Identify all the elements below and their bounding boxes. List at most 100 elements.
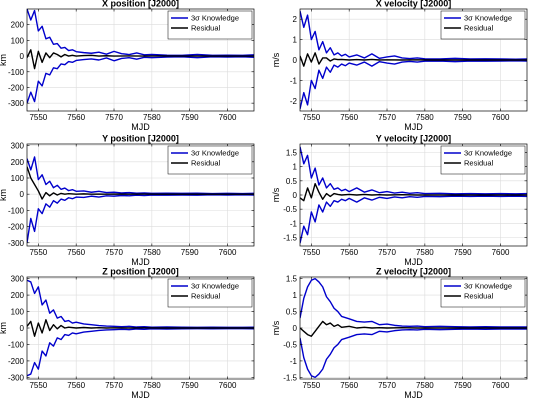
y-tick-label: -1.5 xyxy=(283,373,297,382)
y-tick-label: 100 xyxy=(11,174,25,183)
y-tick-label: 0.5 xyxy=(286,308,298,317)
x-tick-label: 7570 xyxy=(378,381,396,390)
x-tick-label: 7580 xyxy=(143,248,161,257)
y-tick-label: -300 xyxy=(8,373,25,382)
y-tick-label: -1 xyxy=(290,357,298,366)
x-axis-label: MJD xyxy=(131,122,150,132)
x-tick-label: 7550 xyxy=(302,113,320,122)
x-tick-label: 7560 xyxy=(340,248,358,257)
x-tick-label: 7550 xyxy=(29,248,47,257)
x-tick-label: 7570 xyxy=(105,248,123,257)
series-3-knowledge xyxy=(300,146,527,195)
x-tick-label: 7580 xyxy=(416,381,434,390)
x-axis-label: MJD xyxy=(131,257,150,267)
subplot-4: 7550 7560 7570 7580 7590 7600 -300 -200 -100 0 100… xyxy=(0,267,255,400)
series-group xyxy=(300,277,527,379)
series-group xyxy=(300,146,527,244)
legend-label: Residual xyxy=(464,292,494,301)
x-tick-label: 7590 xyxy=(181,248,199,257)
x-axis-label: MJD xyxy=(404,390,423,400)
series-residual xyxy=(27,319,254,337)
legend-box xyxy=(440,278,526,308)
legend-label: 3σ Knowledge xyxy=(464,149,512,158)
x-tick-label: 7560 xyxy=(67,248,85,257)
x-tick-label: 7560 xyxy=(340,381,358,390)
y-tick-label: 0 xyxy=(20,324,25,333)
chart-title: Y velocity [J2000] xyxy=(376,134,451,144)
subplot-2: 7550 7560 7570 7580 7590 7600 -300 -200 -100 0 100… xyxy=(0,134,255,267)
x-axis-label: MJD xyxy=(404,257,423,267)
x-tick-label: 7590 xyxy=(454,113,472,122)
series-residual xyxy=(27,49,254,70)
x-tick-label: 7570 xyxy=(105,113,123,122)
series-residual xyxy=(300,182,527,202)
x-tick-label: 7590 xyxy=(454,381,472,390)
x-tick-label: 7580 xyxy=(143,381,161,390)
y-tick-label: -100 xyxy=(8,68,25,77)
y-axis-label: m/s xyxy=(271,52,281,67)
y-tick-label: 300 xyxy=(11,275,25,284)
y-tick-label: 200 xyxy=(11,21,25,30)
x-tick-label: 7560 xyxy=(67,113,85,122)
subplot-3: 7550 7560 7570 7580 7590 7600 -1.5 -1 -0.5 0 0.5 1 1… xyxy=(271,134,528,267)
y-tick-label: 100 xyxy=(11,308,25,317)
legend-box xyxy=(440,145,526,175)
x-tick-label: 7600 xyxy=(492,113,510,122)
series-residual xyxy=(300,320,527,337)
x-tick-label: 7550 xyxy=(302,381,320,390)
legend-box xyxy=(167,278,253,308)
y-axis-label: km xyxy=(0,322,8,334)
series-3-knowledge xyxy=(300,10,527,60)
x-tick-label: 7560 xyxy=(67,381,85,390)
y-tick-label: -1.5 xyxy=(283,234,297,243)
chart-title: Z velocity [J2000] xyxy=(376,267,451,277)
x-tick-label: 7600 xyxy=(219,381,237,390)
series-3sigma-lower xyxy=(27,194,254,243)
y-tick-label: 1.5 xyxy=(286,275,298,284)
y-tick-label: 200 xyxy=(11,158,25,167)
series-group xyxy=(300,10,527,110)
axes-frame xyxy=(26,143,255,247)
chart-title: X velocity [J2000] xyxy=(376,0,452,9)
y-tick-label: 1.5 xyxy=(286,149,298,158)
y-tick-label: 100 xyxy=(11,36,25,45)
x-tick-label: 7590 xyxy=(181,381,199,390)
y-axis-label: km xyxy=(0,54,8,66)
y-tick-label: -200 xyxy=(8,357,25,366)
y-tick-label: 0.5 xyxy=(286,177,298,186)
legend-label: Residual xyxy=(464,24,494,33)
series-3sigma-lower xyxy=(300,328,527,379)
x-tick-label: 7570 xyxy=(105,381,123,390)
legend-label: 3σ Knowledge xyxy=(464,282,512,291)
y-tick-label: 1 xyxy=(293,163,298,172)
legend-label: 3σ Knowledge xyxy=(191,149,239,158)
y-tick-label: -1 xyxy=(290,76,298,85)
series-group xyxy=(27,9,254,104)
x-tick-label: 7550 xyxy=(29,113,47,122)
legend-label: Residual xyxy=(464,159,494,168)
x-tick-label: 7580 xyxy=(143,113,161,122)
y-tick-label: 0 xyxy=(20,190,25,199)
y-axis-label: m/s xyxy=(271,187,281,202)
chart-title: Z position [J2000] xyxy=(102,267,179,277)
y-tick-label: 1 xyxy=(293,36,298,45)
legend-label: 3σ Knowledge xyxy=(464,14,512,23)
x-tick-label: 7580 xyxy=(416,113,434,122)
chart-title: X position [J2000] xyxy=(102,0,179,9)
y-tick-label: 1 xyxy=(293,291,298,300)
x-tick-label: 7570 xyxy=(378,113,396,122)
series-group xyxy=(27,279,254,377)
y-tick-label: -200 xyxy=(8,223,25,232)
y-tick-label: -300 xyxy=(8,239,25,248)
x-tick-label: 7580 xyxy=(416,248,434,257)
x-tick-label: 7590 xyxy=(454,248,472,257)
x-tick-label: 7550 xyxy=(29,381,47,390)
legend-label: 3σ Knowledge xyxy=(191,14,239,23)
legend-label: Residual xyxy=(191,24,221,33)
